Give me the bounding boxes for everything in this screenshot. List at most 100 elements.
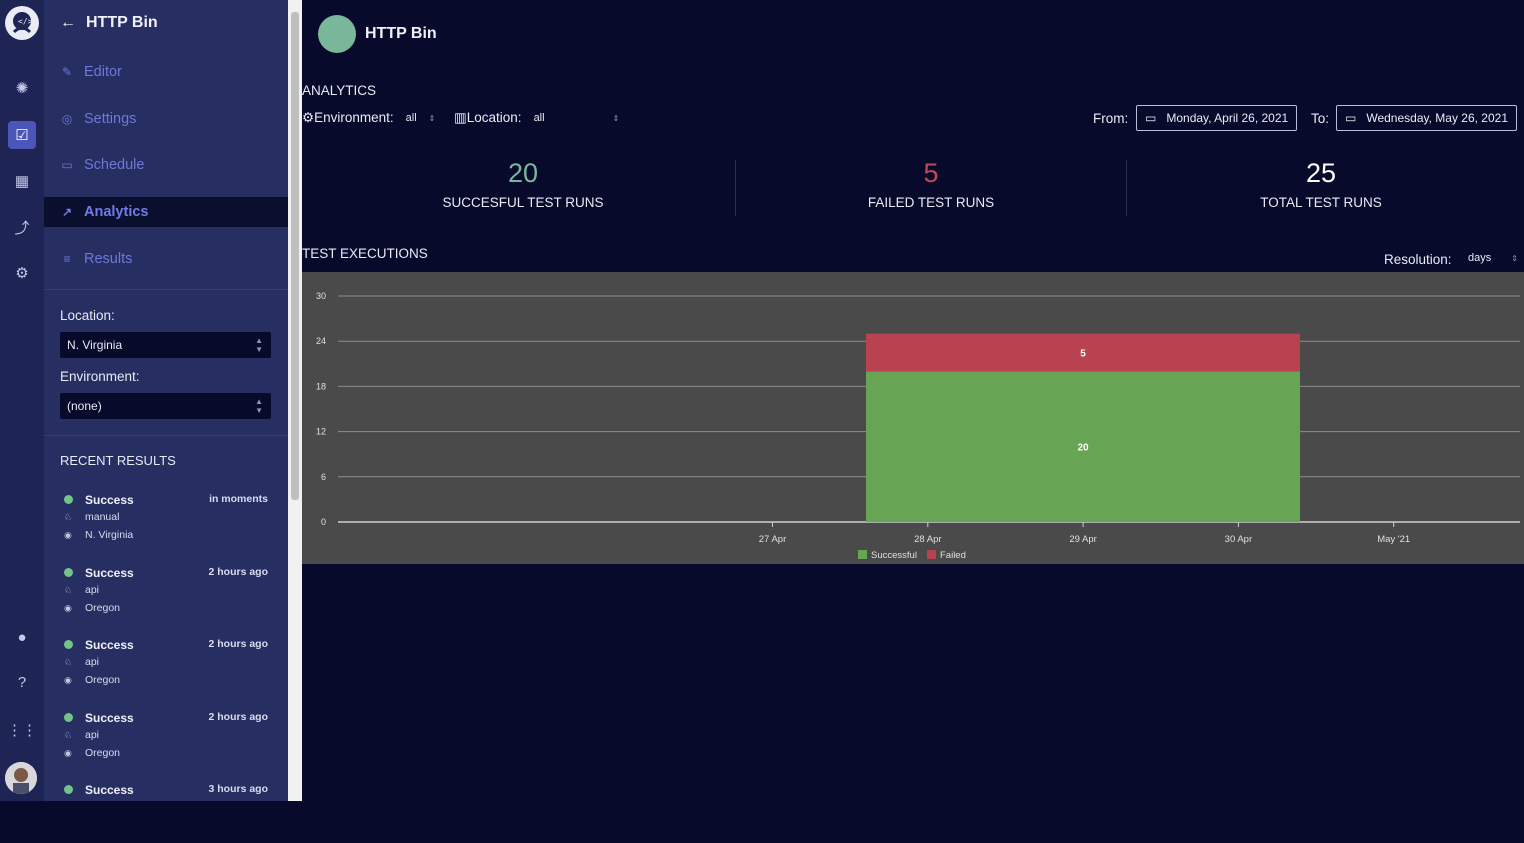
result-time: 2 hours ago — [208, 566, 268, 578]
result-trigger: api — [85, 656, 100, 668]
select-caret-icon: ▲ ▼ — [255, 336, 263, 354]
environment-select[interactable]: (none) ▲ ▼ — [60, 393, 271, 419]
project-avatar — [318, 15, 356, 53]
sidebar-title: HTTP Bin — [86, 14, 158, 31]
arrow-left-icon[interactable]: ← — [60, 14, 76, 31]
legend-label: Failed — [940, 550, 966, 561]
environment-label: Environment: — [60, 369, 140, 384]
stat-caption: TOTAL TEST RUNS — [1260, 195, 1382, 210]
apps-icon[interactable]: ⋮⋮ — [7, 722, 37, 739]
bulb-icon[interactable]: ● — [17, 628, 27, 646]
legend-label: Successful — [871, 550, 917, 561]
x-tick-label: 27 Apr — [759, 534, 786, 545]
sidebar-scrollbar[interactable] — [288, 0, 302, 801]
location-value: N. Virginia — [67, 338, 123, 352]
y-tick-label: 18 — [316, 381, 326, 391]
analytics-title: ANALYTICS — [302, 83, 377, 98]
help-icon[interactable]: ? — [17, 673, 27, 691]
result-trigger: manual — [85, 511, 120, 523]
x-tick-label: 29 Apr — [1069, 534, 1096, 545]
project-title: HTTP Bin — [365, 25, 437, 42]
chart-svg: 0 6 12 18 24 30 27 Apr 28 Apr 29 Apr 30 Apr May '2… — [316, 291, 1520, 561]
gear-icon: ◎ — [61, 112, 73, 126]
stat-value: 25 — [1305, 158, 1337, 188]
y-tick-label: 12 — [316, 427, 326, 437]
trend-icon[interactable]: ⤴ — [14, 219, 30, 237]
grid-icon[interactable]: ▦ — [14, 173, 30, 190]
status-dot — [64, 640, 73, 649]
location-select[interactable]: N. Virginia ▲ ▼ — [60, 332, 271, 358]
environment-filter[interactable]: ⚙Environment: all ⇕ — [302, 110, 435, 126]
location-filter-label: ▥Location: — [454, 110, 522, 126]
recent-results-title: RECENT RESULTS — [60, 453, 176, 468]
bar-successful — [866, 371, 1300, 522]
location-label: Location: — [60, 308, 115, 323]
nav-item-editor[interactable]: ✎ Editor — [44, 57, 288, 87]
test-executions-chart: 0 6 12 18 24 30 27 Apr 28 Apr 29 Apr 30 Apr May '2… — [302, 272, 1524, 564]
location-filter[interactable]: ▥Location: all ⇕ — [454, 110, 619, 126]
nav-item-settings[interactable]: ◎ Settings — [44, 104, 288, 134]
chart-icon: ↗ — [61, 205, 73, 219]
nav-item-schedule[interactable]: ▭ Schedule — [44, 150, 288, 180]
icon-rail: </> ✺ ☑ ▦ ⤴ ⚙ ● ? ⋮⋮ — [0, 0, 44, 801]
location-pin-icon: ◉ — [64, 530, 72, 540]
scrollbar-thumb[interactable] — [291, 12, 299, 500]
result-location: Oregon — [85, 602, 121, 614]
stat-value: 20 — [507, 158, 539, 188]
calendar-icon: ▭ — [1345, 111, 1357, 125]
stat-total: 25 TOTAL TEST RUNS — [1200, 158, 1442, 210]
status-dot — [64, 568, 73, 577]
resolution-label: Resolution: — [1384, 252, 1452, 267]
result-trigger: api — [85, 584, 100, 596]
calendar-icon: ▭ — [61, 158, 73, 172]
resolution-select[interactable]: days ⇕ — [1468, 252, 1518, 264]
stat-successful: 20 SUCCESFUL TEST RUNS — [402, 158, 644, 210]
list-item[interactable]: Success 2 hours ago ♘ api ◉ Oregon — [60, 638, 274, 698]
environment-filter-value: all — [405, 112, 417, 124]
stat-failed: 5 FAILED TEST RUNS — [810, 158, 1052, 210]
checklist-icon[interactable]: ☑ — [8, 121, 36, 149]
list-item[interactable]: Success 2 hours ago ♘ api ◉ Oregon — [60, 566, 274, 626]
executions-title: TEST EXECUTIONS — [302, 246, 428, 261]
dashboard-icon[interactable]: ✺ — [15, 80, 29, 97]
main-content: HTTP Bin ANALYTICS ⚙Environment: all ⇕ ▥… — [302, 0, 1524, 801]
sidebar: ← HTTP Bin ✎ Editor ◎ Settings ▭ Schedul… — [44, 0, 288, 801]
result-time: 3 hours ago — [208, 783, 268, 795]
result-status: Success — [85, 493, 134, 507]
trigger-icon: ♘ — [64, 585, 73, 595]
pencil-icon: ✎ — [61, 65, 73, 79]
settings-icon[interactable]: ⚙ — [15, 265, 29, 282]
nav-label: Results — [84, 251, 133, 267]
nav-item-analytics[interactable]: ↗ Analytics — [44, 197, 288, 227]
location-pin-icon: ◉ — [64, 603, 72, 613]
logo-icon[interactable]: </> — [5, 6, 39, 40]
result-status: Success — [85, 566, 134, 580]
location-filter-value: all — [533, 112, 545, 124]
divider — [44, 435, 288, 436]
location-pin-icon: ◉ — [64, 675, 72, 685]
back-header[interactable]: ← HTTP Bin — [60, 14, 158, 32]
gear-icon: ⚙ — [302, 110, 315, 125]
result-status: Success — [85, 711, 134, 725]
result-location: N. Virginia — [85, 529, 134, 541]
from-date-picker[interactable]: ▭ Monday, April 26, 2021 — [1136, 105, 1298, 131]
to-date-picker[interactable]: ▭ Wednesday, May 26, 2021 — [1336, 105, 1517, 131]
result-status: Success — [85, 783, 134, 797]
to-date: Wednesday, May 26, 2021 — [1366, 111, 1508, 125]
list-item[interactable]: Success 3 hours ago — [60, 783, 274, 843]
data-label: 20 — [1077, 443, 1089, 454]
from-date: Monday, April 26, 2021 — [1166, 111, 1289, 125]
columns-icon: ▥ — [454, 110, 467, 125]
select-caret-icon: ⇕ — [612, 113, 620, 123]
stat-value: 5 — [923, 158, 939, 188]
trigger-icon: ♘ — [64, 512, 73, 522]
status-dot — [64, 785, 73, 794]
result-location: Oregon — [85, 747, 121, 759]
avatar[interactable] — [5, 762, 37, 794]
nav-item-results[interactable]: ≡ Results — [44, 244, 288, 274]
list-item[interactable]: Success in moments ♘ manual ◉ N. Virgini… — [60, 493, 274, 553]
to-label: To: — [1311, 111, 1330, 126]
environment-filter-text: Environment: — [314, 110, 394, 125]
select-caret-icon: ▲ ▼ — [255, 397, 263, 415]
list-item[interactable]: Success 2 hours ago ♘ api ◉ Oregon — [60, 711, 274, 771]
